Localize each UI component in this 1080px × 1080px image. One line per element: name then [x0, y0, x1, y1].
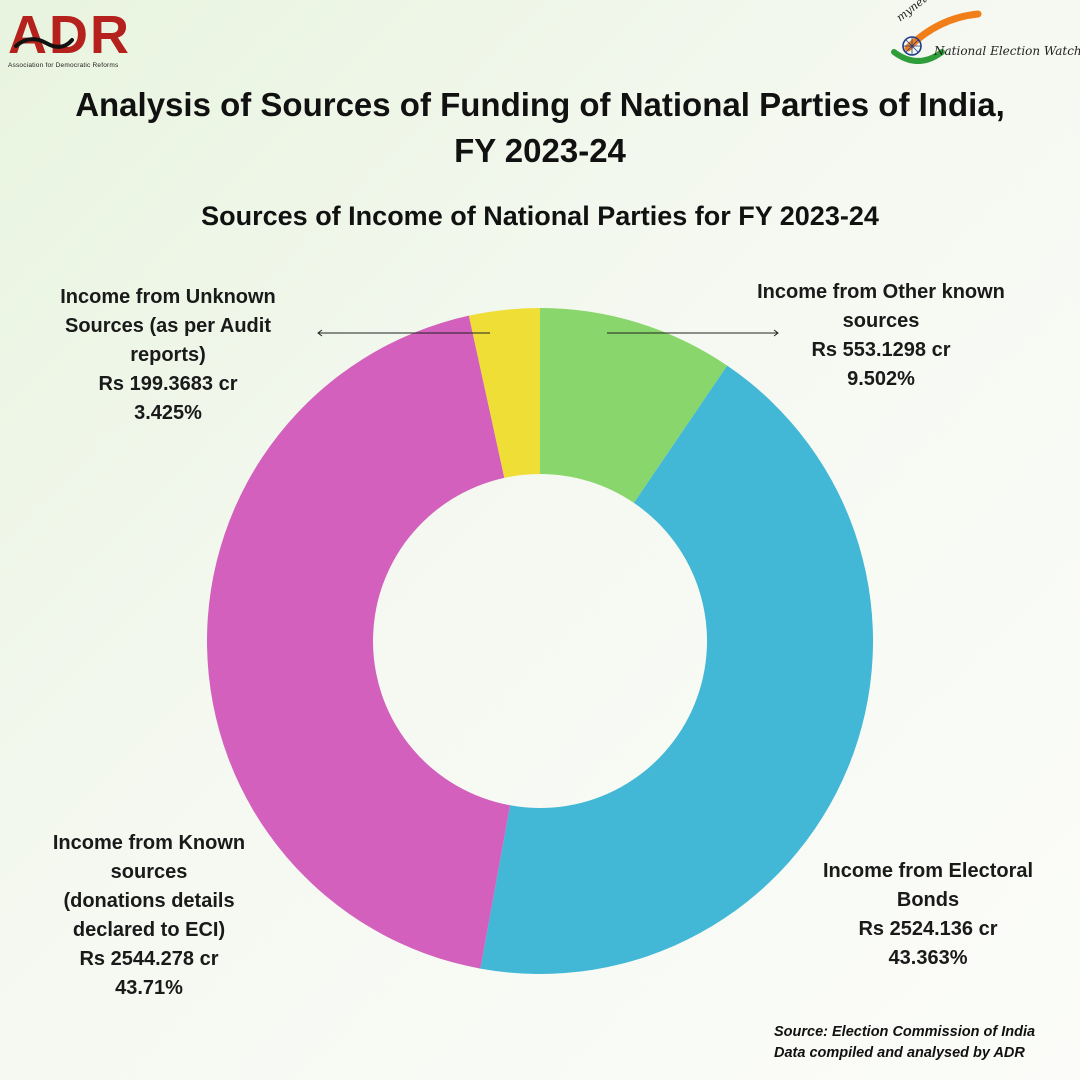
slice-known	[207, 315, 511, 969]
page-title: Analysis of Sources of Funding of Nation…	[0, 82, 1080, 174]
label-unknown-title-1: Income from Unknown	[60, 286, 276, 308]
label-electoral-bonds: Income from Electoral Bonds Rs 2524.136 …	[790, 857, 1066, 973]
leader-arrowhead-unknown	[317, 329, 323, 337]
label-electoral-bonds-title-2: Bonds	[896, 889, 960, 911]
page-title-line1: Analysis of Sources of Funding of Nation…	[75, 86, 1005, 123]
label-electoral-bonds-amount: Rs 2524.136 cr	[858, 918, 998, 940]
label-known: Income from Known sources (donations det…	[18, 829, 280, 1003]
label-known-title-3: (donations details	[63, 890, 235, 912]
chart-title: Sources of Income of National Parties fo…	[201, 201, 879, 231]
label-known-amount: Rs 2544.278 cr	[79, 948, 219, 970]
label-known-title-2: sources	[110, 861, 188, 883]
page-title-line2: FY 2023-24	[454, 132, 626, 169]
adr-logo: ADR Association for Democratic Reforms	[8, 5, 150, 70]
label-other-known: Income from Other known sources Rs 553.1…	[722, 278, 1040, 394]
new-logo: myneta.info National Election Watch	[878, 0, 1080, 64]
label-electoral-bonds-title-1: Income from Electoral	[822, 860, 1034, 882]
label-unknown-title-3: reports)	[130, 344, 206, 366]
label-unknown-title-2: Sources (as per Audit	[65, 315, 271, 337]
adr-logo-text: ADR	[8, 5, 131, 65]
source-line-2: Data compiled and analysed by ADR	[774, 1045, 1025, 1061]
label-other-known-percent: 9.502%	[847, 368, 915, 390]
slice-electoral-bonds	[480, 365, 873, 974]
source-line-1: Source: Election Commission of India	[774, 1024, 1036, 1040]
label-known-title-4: declared to ECI)	[72, 919, 226, 941]
label-known-percent: 43.71%	[115, 977, 183, 999]
ashoka-chakra-icon	[891, 10, 982, 64]
label-known-title-1: Income from Known	[52, 832, 246, 854]
new-logo-text: National Election Watch	[934, 44, 1080, 58]
label-other-known-title-1: Income from Other known	[757, 281, 1005, 303]
adr-logo-subtext: Association for Democratic Reforms	[8, 62, 119, 69]
source-note: Source: Election Commission of India Dat…	[774, 1022, 1074, 1064]
label-other-known-title-2: sources	[842, 310, 920, 332]
slice-other-known	[540, 308, 728, 503]
leader-arrowhead-other-known	[773, 329, 779, 337]
swoosh-icon	[14, 37, 74, 49]
label-unknown-amount: Rs 199.3683 cr	[98, 373, 238, 395]
label-unknown: Income from Unknown Sources (as per Audi…	[22, 283, 314, 428]
slice-unknown	[468, 308, 540, 478]
label-electoral-bonds-percent: 43.363%	[888, 947, 968, 969]
label-other-known-amount: Rs 553.1298 cr	[811, 339, 951, 361]
label-unknown-percent: 3.425%	[134, 402, 202, 424]
